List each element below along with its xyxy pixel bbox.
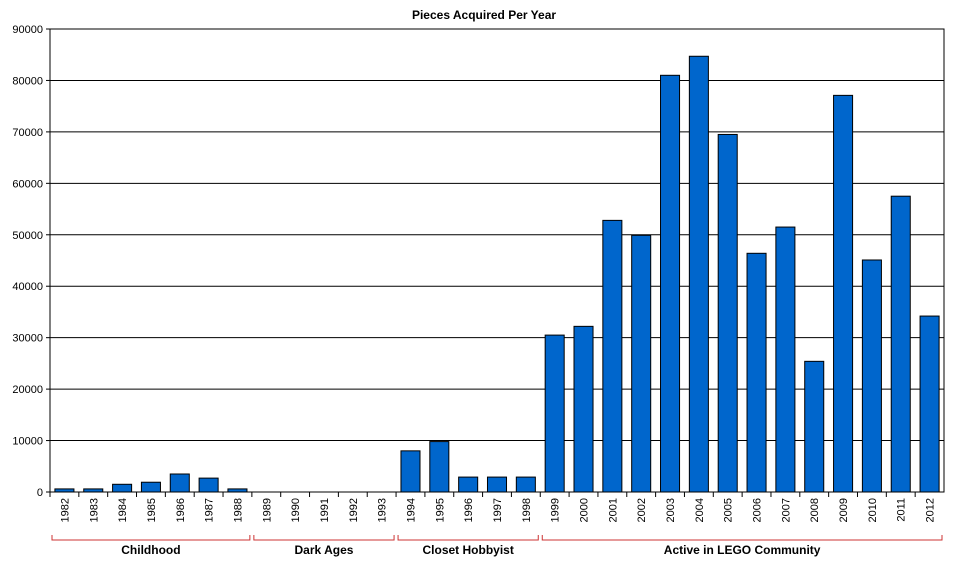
bar <box>919 315 940 493</box>
bar <box>140 481 161 493</box>
x-tick-label: 2000 <box>579 498 591 522</box>
group-label: Childhood <box>121 543 180 557</box>
x-tick-label: 1995 <box>434 498 446 522</box>
bar <box>198 477 219 493</box>
x-tick-label: 2004 <box>694 498 706 522</box>
x-tick-label: 2001 <box>607 498 619 522</box>
bars <box>54 55 940 493</box>
x-tick-label: 2010 <box>867 498 879 522</box>
y-tick-label: 0 <box>37 487 43 499</box>
bar <box>631 234 652 493</box>
group-bracket <box>51 535 251 541</box>
x-tick-label: 1988 <box>232 498 244 522</box>
group-bracket <box>397 535 539 541</box>
y-tick-label: 20000 <box>12 384 43 396</box>
x-tick-label: 1990 <box>290 498 302 522</box>
bar <box>833 94 854 493</box>
y-tick-label: 40000 <box>12 281 43 293</box>
x-tick-label: 1984 <box>117 498 129 522</box>
group-bracket <box>541 535 943 541</box>
period-groups: Childhood Dark Ages Closet Hobbyist Active … <box>51 535 943 557</box>
bar <box>804 360 825 493</box>
group-label: Dark Ages <box>295 543 354 557</box>
y-tick-label: 30000 <box>12 333 43 345</box>
y-tick-label: 60000 <box>12 178 43 190</box>
x-tick-label: 2009 <box>838 498 850 522</box>
x-tick-label: 1989 <box>261 498 273 522</box>
bar <box>660 74 681 493</box>
y-tick-label: 90000 <box>12 24 43 36</box>
bar <box>573 325 594 493</box>
group-bracket <box>253 535 395 541</box>
x-tick-label: 1996 <box>463 498 475 522</box>
bar <box>112 483 133 493</box>
x-tick-label: 1992 <box>348 498 360 522</box>
x-tick-label: 1997 <box>492 498 504 522</box>
bar <box>746 252 767 493</box>
x-tick-label: 2007 <box>780 498 792 522</box>
x-tick-label: 2011 <box>896 498 908 522</box>
bar <box>458 476 479 493</box>
x-tick-label: 2005 <box>723 498 735 522</box>
bar <box>861 259 882 493</box>
x-tick-label: 1985 <box>146 498 158 522</box>
x-tick-label: 1986 <box>175 498 187 522</box>
x-tick-label: 1982 <box>59 498 71 522</box>
x-tick-label: 1983 <box>88 498 100 522</box>
x-tick-label: 1999 <box>550 498 562 522</box>
x-tick-label: 1993 <box>377 498 389 522</box>
bar <box>515 476 536 493</box>
bar <box>169 473 190 493</box>
chart-title: Pieces Acquired Per Year <box>412 8 556 22</box>
x-axis-ticks: 1982 1983 1984 1985 1986 1987 1988 1989 1990 1991… <box>49 492 937 522</box>
x-tick-label: 1987 <box>204 498 216 522</box>
x-tick-label: 2003 <box>665 498 677 522</box>
y-tick-label: 80000 <box>12 75 43 87</box>
x-tick-label: 2002 <box>636 498 648 522</box>
bar <box>775 226 796 493</box>
x-tick-label: 1994 <box>405 498 417 522</box>
group-label: Closet Hobbyist <box>422 543 513 557</box>
x-tick-label: 1991 <box>319 498 331 522</box>
gridlines <box>50 79 944 442</box>
bar <box>688 55 709 493</box>
bar <box>400 450 421 493</box>
x-tick-label: 1998 <box>521 498 533 522</box>
bar <box>429 441 450 493</box>
x-tick-label: 2008 <box>809 498 821 522</box>
plot-area-frame <box>49 28 945 493</box>
y-tick-label: 70000 <box>12 127 43 139</box>
bar <box>486 476 508 493</box>
y-tick-label: 10000 <box>12 436 43 448</box>
bar <box>890 195 911 493</box>
x-tick-label: 2012 <box>925 498 937 522</box>
bar <box>602 219 623 493</box>
y-axis-ticks: 0 10000 20000 30000 40000 50000 60000 70000 8000… <box>12 24 50 499</box>
bar <box>717 133 738 493</box>
bar <box>544 334 565 493</box>
y-tick-label: 50000 <box>12 230 43 242</box>
group-label: Active in LEGO Community <box>664 543 821 557</box>
x-tick-label: 2006 <box>752 498 764 522</box>
